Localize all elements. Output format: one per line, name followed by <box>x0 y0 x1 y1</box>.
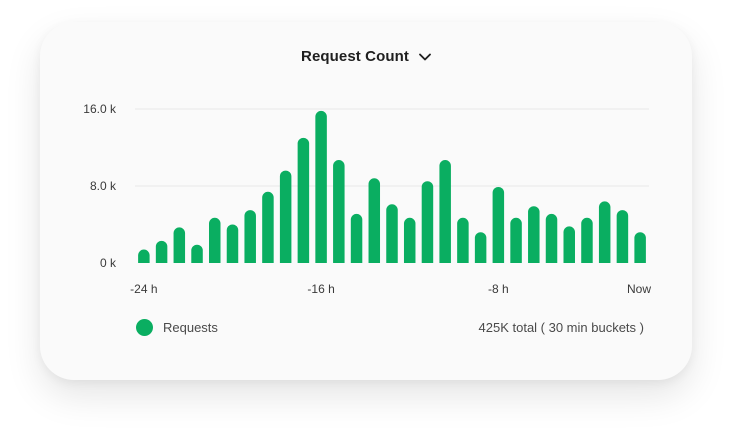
bar[interactable] <box>598 201 611 263</box>
bar[interactable] <box>563 226 575 263</box>
bar[interactable] <box>350 213 363 263</box>
bar[interactable] <box>581 217 593 263</box>
bar[interactable] <box>155 240 168 263</box>
bar[interactable] <box>439 160 451 263</box>
y-tick-label: 16.0 k <box>83 102 117 116</box>
bar[interactable] <box>528 206 540 263</box>
bar[interactable] <box>173 227 186 263</box>
y-tick-label: 0 k <box>100 256 117 270</box>
bar[interactable] <box>262 191 274 263</box>
legend-swatch <box>136 319 153 336</box>
bar[interactable] <box>386 204 398 263</box>
bar[interactable] <box>209 217 221 263</box>
bar[interactable] <box>545 213 558 263</box>
legend-label: Requests <box>163 320 218 335</box>
bar[interactable] <box>244 210 256 263</box>
bar-chart: 0 k 8.0 k 16.0 k -24 h -16 h -8 h Now <box>83 102 651 296</box>
chevron-down-icon <box>419 53 431 61</box>
chart-card: Request Count 0 k 8.0 k 16.0 k -24 h -16 h -… <box>40 22 692 380</box>
bar[interactable] <box>474 232 487 263</box>
bar[interactable] <box>403 217 416 263</box>
bar[interactable] <box>368 178 381 263</box>
x-tick-label: Now <box>627 282 651 296</box>
bar[interactable] <box>457 217 469 263</box>
bar[interactable] <box>421 181 434 263</box>
bar[interactable] <box>297 137 310 263</box>
bar[interactable] <box>492 186 505 263</box>
bar[interactable] <box>226 224 239 264</box>
x-tick-label: -8 h <box>488 282 509 296</box>
bar[interactable] <box>315 110 327 263</box>
x-tick-label: -24 h <box>130 282 157 296</box>
bar[interactable] <box>634 232 646 263</box>
metric-selector[interactable]: Request Count <box>40 48 692 65</box>
bar[interactable] <box>616 210 629 263</box>
y-tick-label: 8.0 k <box>90 179 117 193</box>
total-summary: 425K total ( 30 min buckets ) <box>478 320 644 335</box>
bar[interactable] <box>138 249 150 263</box>
bar[interactable] <box>510 217 522 263</box>
bar[interactable] <box>279 170 292 263</box>
bar[interactable] <box>191 244 203 263</box>
bar[interactable] <box>333 160 345 263</box>
x-tick-label: -16 h <box>307 282 334 296</box>
legend-item-requests[interactable]: Requests <box>136 319 218 336</box>
chart-title: Request Count <box>301 48 409 65</box>
